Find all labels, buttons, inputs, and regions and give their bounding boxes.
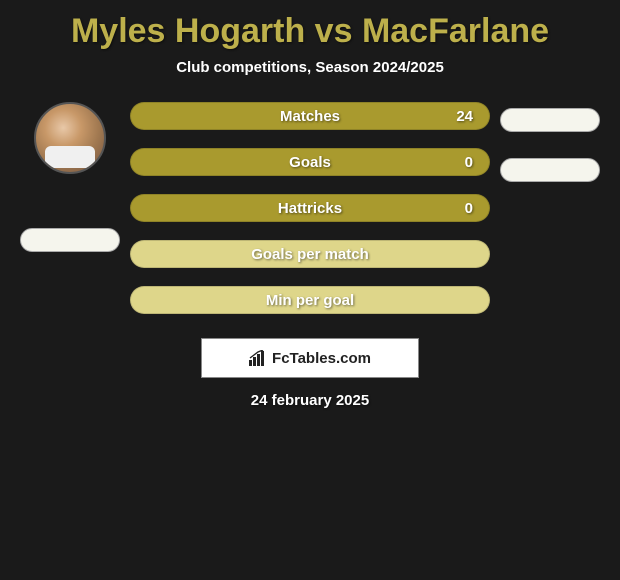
date-text: 24 february 2025	[251, 392, 369, 409]
brand-box: FcTables.com	[201, 338, 419, 378]
stat-label: Hattricks	[278, 200, 342, 217]
stat-bar-matches: Matches 24	[130, 102, 490, 130]
stat-label: Min per goal	[266, 292, 354, 309]
stat-value: 24	[456, 108, 473, 125]
stat-bar-min-per-goal: Min per goal	[130, 286, 490, 314]
player-right-column	[490, 96, 610, 208]
stat-bar-hattricks: Hattricks 0	[130, 194, 490, 222]
stat-label: Goals	[289, 154, 331, 171]
player2-pill-2	[500, 158, 600, 182]
stat-bar-goals: Goals 0	[130, 148, 490, 176]
player1-avatar	[34, 102, 106, 174]
stat-label: Matches	[280, 108, 340, 125]
player-left-column	[10, 96, 130, 252]
comparison-card: Myles Hogarth vs MacFarlane Club competi…	[0, 0, 620, 409]
main-area: Matches 24 Goals 0 Hattricks 0 Goals per…	[0, 96, 620, 320]
stats-column: Matches 24 Goals 0 Hattricks 0 Goals per…	[130, 96, 490, 320]
footer: FcTables.com 24 february 2025	[0, 338, 620, 409]
stat-bar-goals-per-match: Goals per match	[130, 240, 490, 268]
chart-icon	[249, 350, 267, 366]
stat-value: 0	[465, 200, 473, 217]
brand-text: FcTables.com	[272, 350, 371, 367]
stat-label: Goals per match	[251, 246, 369, 263]
page-title: Myles Hogarth vs MacFarlane	[0, 0, 620, 55]
stat-value: 0	[465, 154, 473, 171]
player1-name-pill	[20, 228, 120, 252]
subtitle: Club competitions, Season 2024/2025	[0, 55, 620, 96]
player2-pill-1	[500, 108, 600, 132]
